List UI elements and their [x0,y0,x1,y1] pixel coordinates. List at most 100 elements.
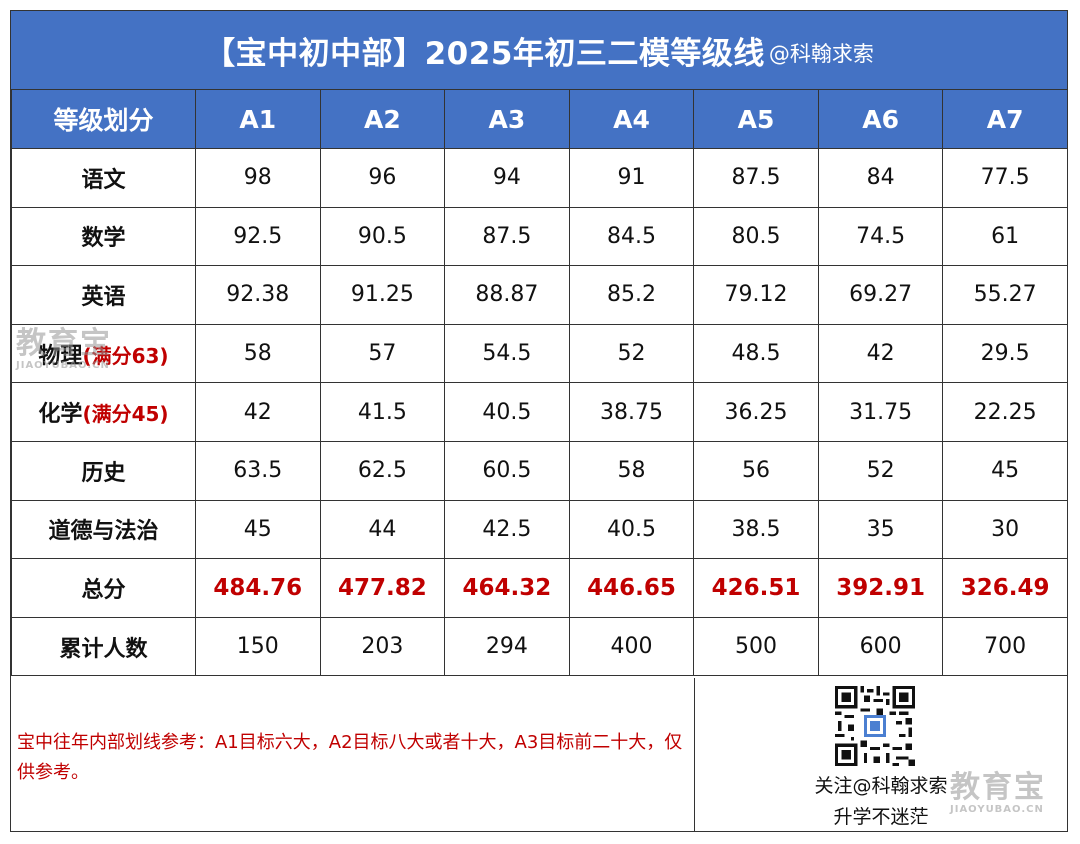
table-row: 数学 92.5 90.5 87.5 84.5 80.5 74.5 61 [11,206,1068,267]
score-cell: 58 [568,440,695,501]
score-cell: 29.5 [942,323,1068,384]
table-row: 累计人数 150 203 294 400 500 600 700 [11,616,1068,677]
score-cell: 69.27 [817,265,944,325]
subject-cell: 物理(满分63) [11,323,196,384]
score-cell: 600 [817,616,944,677]
table-row: 英语 92.38 91.25 88.87 85.2 79.12 69.27 55.27 [11,265,1068,325]
subject-name: 化学 [38,402,83,428]
score-cell: 30 [942,499,1068,560]
subject-name: 物理 [38,343,83,369]
score-cell: 464.32 [444,558,570,618]
score-cell: 60.5 [444,440,570,501]
score-cell: 36.25 [693,382,819,442]
score-cell: 40.5 [568,499,695,560]
sheet-title-bar: 【宝中初中部】2025年初三二模等级线 @科翰求索 [11,11,1067,90]
score-cell: 91 [568,148,695,208]
reference-note: 宝中往年内部划线参考：A1目标六大，A2目标八大或者十大，A3目标前二十大，仅供… [17,732,683,783]
score-cell: 35 [817,499,944,560]
score-cell: 294 [444,616,570,677]
header-cell-a4: A4 [568,89,695,149]
score-cell: 326.49 [942,558,1068,618]
subject-name: 累计人数 [59,636,148,662]
score-cell: 88.87 [444,265,570,325]
score-cell: 80.5 [693,206,819,267]
score-cell: 90.5 [319,206,446,267]
score-cell: 42 [195,382,321,442]
score-cell: 56 [693,440,819,501]
score-cell: 426.51 [693,558,819,618]
table-row: 物理(满分63) 58 57 54.5 52 48.5 42 29.5 [11,323,1068,384]
score-cell: 41.5 [319,382,446,442]
score-cell: 79.12 [693,265,819,325]
score-cell: 52 [817,440,944,501]
subject-cell: 英语 [11,265,196,325]
score-cell: 40.5 [444,382,570,442]
sheet-title: 【宝中初中部】2025年初三二模等级线 [204,35,765,72]
follow-text: 关注@科翰求索 [814,775,948,797]
score-cell: 446.65 [568,558,695,618]
table-row: 总分 484.76 477.82 464.32 446.65 426.51 392.91 32… [11,558,1068,618]
score-cell: 62.5 [319,440,446,501]
header-cell-a1: A1 [195,89,321,149]
header-cell-a7: A7 [942,89,1068,149]
score-cell: 477.82 [319,558,446,618]
score-cell: 484.76 [195,558,321,618]
grade-sheet: 【宝中初中部】2025年初三二模等级线 @科翰求索 等级划分 A1 A2 A3 … [10,10,1068,832]
subject-name: 道德与法治 [48,519,159,545]
score-cell: 84 [817,148,944,208]
subject-cell: 道德与法治 [11,499,196,560]
score-cell: 74.5 [817,206,944,267]
subject-name: 历史 [81,460,126,486]
score-cell: 54.5 [444,323,570,384]
score-cell: 57 [319,323,446,384]
subject-name: 英语 [81,284,126,310]
score-cell: 77.5 [942,148,1068,208]
score-cell: 38.75 [568,382,695,442]
subject-name: 总分 [81,577,126,603]
subject-cell: 化学(满分45) [11,382,196,442]
header-cell-a3: A3 [444,89,570,149]
score-cell: 61 [942,206,1068,267]
table-row: 历史 63.5 62.5 60.5 58 56 52 45 [11,440,1068,501]
score-cell: 45 [195,499,321,560]
slogan-text: 升学不迷茫 [833,806,929,828]
score-cell: 700 [942,616,1068,677]
score-cell: 38.5 [693,499,819,560]
score-cell: 500 [693,616,819,677]
score-cell: 55.27 [942,265,1068,325]
score-cell: 98 [195,148,321,208]
score-cell: 42.5 [444,499,570,560]
score-cell: 31.75 [817,382,944,442]
score-cell: 63.5 [195,440,321,501]
subject-cell: 历史 [11,440,196,501]
score-cell: 87.5 [693,148,819,208]
score-cell: 42 [817,323,944,384]
reference-note-box: 宝中往年内部划线参考：A1目标六大，A2目标八大或者十大，A3目标前二十大，仅供… [11,678,695,832]
subject-cell: 累计人数 [11,616,196,677]
subject-cell: 总分 [11,558,196,618]
score-cell: 58 [195,323,321,384]
subject-name: 数学 [81,226,126,252]
score-cell: 48.5 [693,323,819,384]
score-cell: 45 [942,440,1068,501]
qr-code-icon [835,686,915,766]
score-cell: 94 [444,148,570,208]
author-handle: @科翰求索 [768,42,874,66]
score-cell: 44 [319,499,446,560]
table-row: 道德与法治 45 44 42.5 40.5 38.5 35 30 [11,499,1068,560]
full-score-note: (满分63) [82,343,169,368]
score-cell: 85.2 [568,265,695,325]
score-cell: 203 [319,616,446,677]
table-row: 化学(满分45) 42 41.5 40.5 38.75 36.25 31.75 22.25 [11,382,1068,442]
header-cell-a6: A6 [817,89,944,149]
score-cell: 92.5 [195,206,321,267]
table-row: 语文 98 96 94 91 87.5 84 77.5 [11,148,1068,208]
header-row: 等级划分 A1 A2 A3 A4 A5 A6 A7 [11,89,1068,149]
subject-cell: 语文 [11,148,196,208]
header-cell-a5: A5 [693,89,819,149]
grade-table: 等级划分 A1 A2 A3 A4 A5 A6 A7 语文 98 96 94 91 87.5… [11,89,1068,677]
score-cell: 392.91 [817,558,944,618]
score-cell: 96 [319,148,446,208]
full-score-note: (满分45) [82,402,169,427]
score-cell: 84.5 [568,206,695,267]
